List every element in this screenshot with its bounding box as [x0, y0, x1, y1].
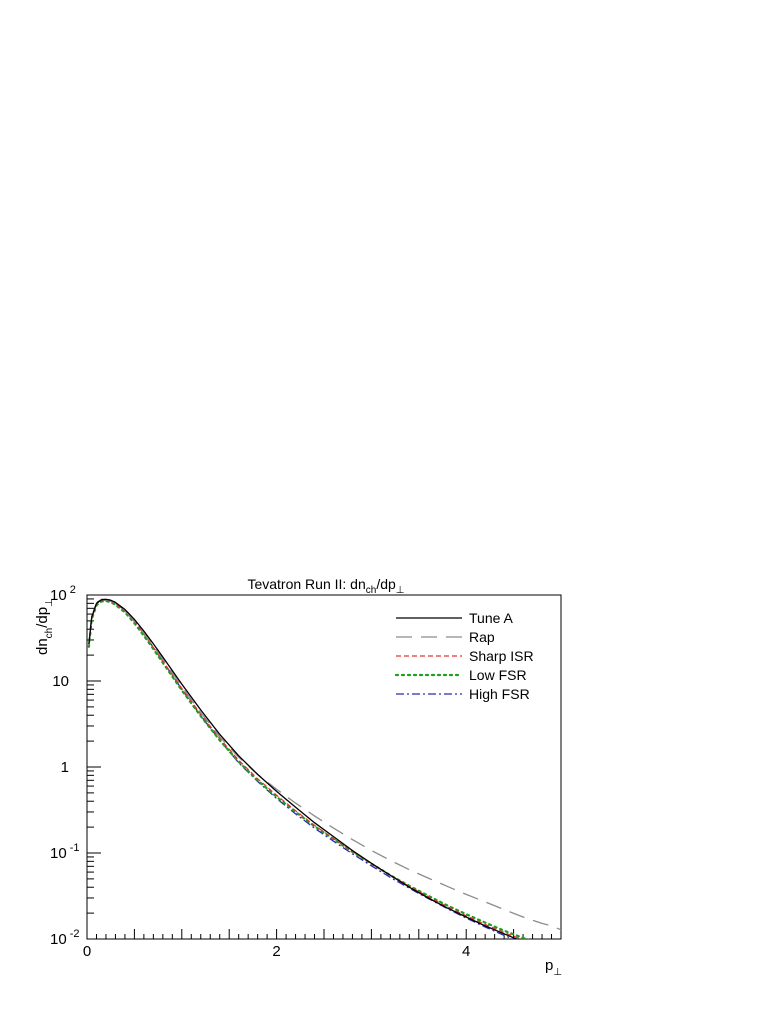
chart-title: Tevatron Run II: dnch/dp⊥ — [247, 576, 404, 596]
series-line-low-fsr — [87, 599, 530, 939]
axis-tick-labels: 0 2 4 10 2 10 1 10-1 10-2 — [50, 584, 470, 960]
x-tick-label: 4 — [462, 943, 470, 960]
axis-ticks — [86, 594, 562, 940]
y-tick-label: 10 2 — [50, 584, 76, 604]
y-tick-label: 10 -2 — [50, 928, 79, 948]
legend-label-rap: Rap — [469, 629, 495, 645]
legend-label-tune-a: Tune A — [469, 610, 514, 626]
x-axis-label: p⊥ — [545, 957, 562, 978]
y-axis-label: dnch/dp⊥ — [34, 598, 55, 655]
series-line-tune-a — [88, 598, 519, 939]
series-lines — [87, 598, 561, 939]
legend: Tune A Rap Sharp ISR Low FSR High FSR — [394, 610, 534, 702]
legend-label-low-fsr: Low FSR — [469, 667, 527, 683]
legend-label-high-fsr: High FSR — [469, 686, 530, 702]
x-tick-label: 2 — [272, 943, 280, 960]
plot-frame — [86, 594, 562, 940]
y-tick-label: 1 — [61, 759, 69, 776]
x-tick-label: 0 — [83, 943, 91, 960]
y-tick-label: 10 — [52, 673, 69, 690]
legend-label-sharp-isr: Sharp ISR — [469, 648, 534, 664]
y-tick-label: 10 -1 — [50, 842, 79, 862]
